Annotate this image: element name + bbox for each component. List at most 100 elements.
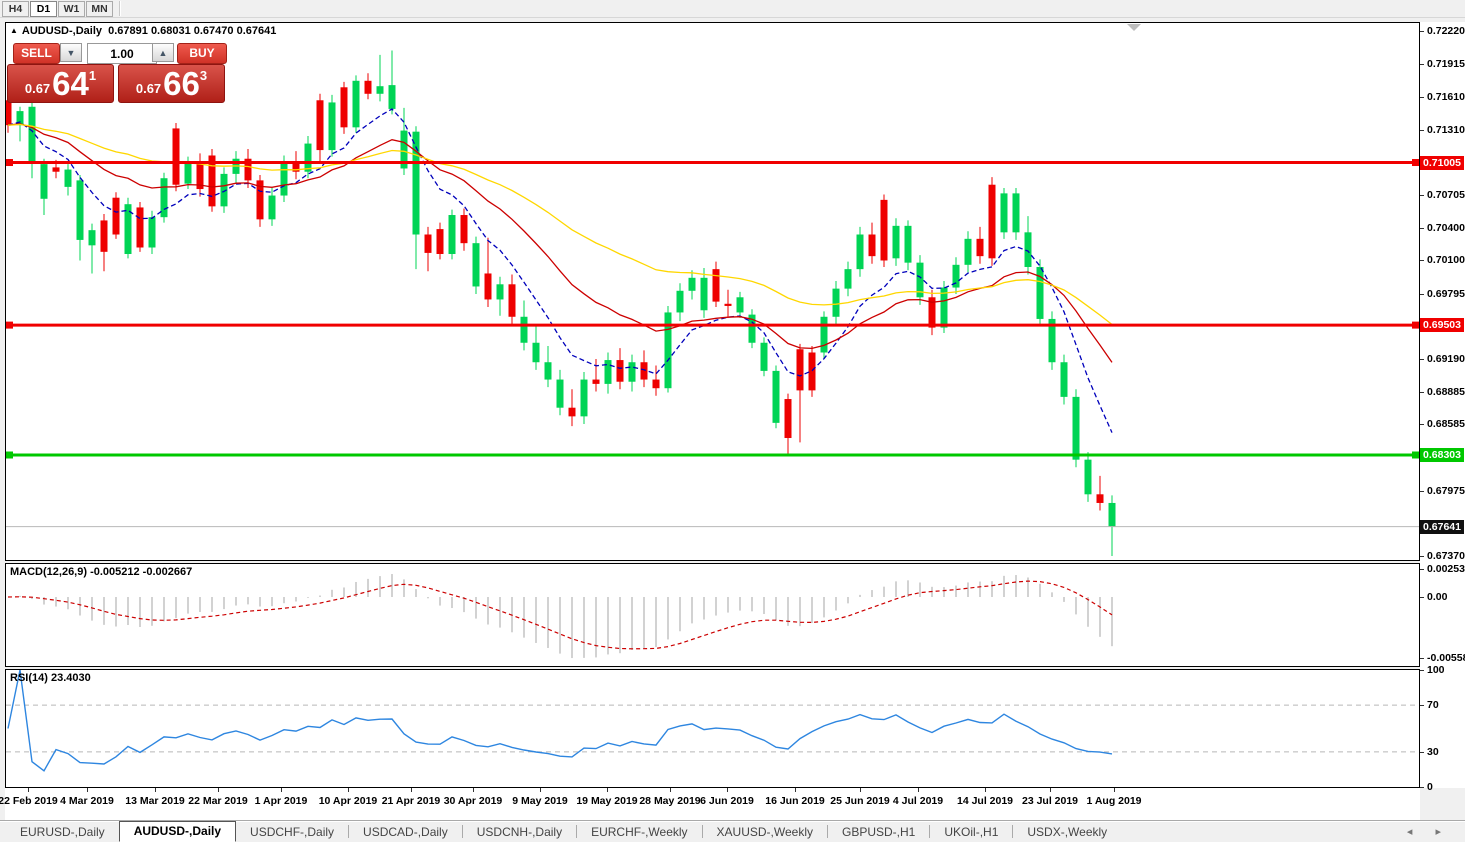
date-label: 14 Jul 2019 (956, 795, 1014, 807)
date-label: 23 Jul 2019 (1021, 795, 1079, 807)
chart-tab-bar: EURUSD-,Daily AUDUSD-,Daily USDCHF-,Daily U… (0, 820, 1465, 842)
symbol-collapse-icon[interactable]: ▲ (10, 26, 18, 35)
chart-tab-xauusd[interactable]: XAUUSD-,Weekly (716, 824, 813, 839)
tick-mark (1420, 787, 1424, 788)
chart-tab-usdchf[interactable]: USDCHF-,Daily (250, 824, 335, 839)
tick-mark (1420, 670, 1424, 671)
date-label: 21 Apr 2019 (381, 795, 441, 807)
line-anchor-icon (1412, 321, 1419, 329)
price-tick: 0.72220 (1420, 25, 1465, 38)
date-tick-mark (28, 788, 29, 792)
date-label: 4 Mar 2019 (60, 795, 114, 807)
rsi-tick: 30 (1420, 746, 1465, 759)
buy-price-big: 66 (163, 64, 200, 102)
chart-ohlc-values: 0.67891 0.68031 0.67470 0.67641 (108, 25, 277, 37)
tick-label: 0.71310 (1427, 123, 1465, 136)
tick-label: 0.70100 (1427, 254, 1465, 267)
date-tick-mark (727, 788, 728, 792)
price-level-badge: 0.68303 (1420, 448, 1464, 462)
chart-tab-audusd[interactable]: AUDUSD-,Daily (118, 821, 237, 842)
chart-tab-ukoil[interactable]: UKOil-,H1 (944, 824, 999, 839)
price-tick: 0.69190 (1420, 353, 1465, 366)
buy-button[interactable]: BUY (177, 43, 227, 64)
rsi-canvas[interactable] (6, 670, 1419, 787)
tick-label: 0.002538 (1427, 563, 1465, 576)
volume-input[interactable] (87, 43, 157, 64)
macd-indicator-panel[interactable] (5, 563, 1420, 667)
tick-label: 70 (1427, 699, 1439, 712)
price-tick: 0.68885 (1420, 386, 1465, 399)
volume-increase-button[interactable]: ▲ (152, 43, 174, 62)
macd-label: MACD(12,26,9) -0.005212 -0.002667 (10, 566, 193, 578)
tick-mark (1420, 569, 1424, 571)
price-tick: 0.71915 (1420, 58, 1465, 71)
tick-mark (1420, 424, 1424, 426)
chart-tab-usdcnh[interactable]: USDCNH-,Daily (476, 824, 563, 839)
tick-label: -0.005581 (1427, 652, 1465, 664)
tick-mark (1420, 392, 1424, 393)
date-tick-mark (411, 788, 412, 792)
tab-separator (1012, 825, 1014, 838)
chart-tab-eurusd[interactable]: EURUSD-,Daily (20, 824, 105, 839)
macd-canvas[interactable] (6, 564, 1419, 666)
price-axis[interactable]: 0.72220 0.71915 0.71610 0.71310 0.70705 0.704… (1420, 22, 1465, 793)
chart-symbol-label: AUDUSD-,Daily (21, 25, 102, 37)
tab-separator (348, 825, 350, 838)
rsi-tick: 70 (1420, 699, 1465, 712)
chart-tab-eurchf[interactable]: EURCHF-,Weekly (591, 824, 688, 839)
price-tick: 0.70400 (1420, 222, 1465, 235)
price-tick: 0.67370 (1420, 550, 1465, 563)
timeframe-button-mn[interactable]: MN (86, 1, 113, 17)
sell-button[interactable]: SELL (13, 43, 60, 64)
tick-mark (1420, 751, 1424, 753)
date-tick-mark (473, 788, 474, 792)
buy-price-pip: 3 (199, 68, 208, 83)
rsi-indicator-panel[interactable] (5, 669, 1420, 788)
date-tick-mark (607, 788, 608, 792)
main-chart-panel[interactable] (5, 22, 1420, 561)
line-anchor-icon (6, 451, 13, 459)
chart-tab-gbpusd[interactable]: GBPUSD-,H1 (842, 824, 916, 839)
timeframe-button-h4[interactable]: H4 (2, 1, 29, 17)
chart-tab-usdx[interactable]: USDX-,Weekly (1027, 824, 1108, 839)
date-label: 25 Jun 2019 (830, 795, 890, 807)
rsi-tick: 100 (1420, 664, 1465, 677)
tick-label: 0.69190 (1427, 352, 1465, 365)
tick-mark (1420, 358, 1424, 360)
line-anchor-icon (1412, 159, 1419, 167)
date-label: 22 Mar 2019 (188, 795, 248, 807)
tick-mark (1420, 31, 1424, 32)
timeframe-button-w1[interactable]: W1 (58, 1, 85, 17)
date-label: 10 Apr 2019 (318, 795, 378, 807)
tick-mark (1420, 597, 1424, 598)
candles-layer (6, 50, 1116, 556)
tab-separator (701, 825, 703, 838)
tick-mark (1420, 705, 1424, 707)
sell-price-big: 64 (52, 64, 89, 102)
tick-mark (1420, 293, 1424, 295)
tab-scroll-arrows[interactable]: ◂ ▸ (1406, 826, 1451, 838)
buy-price-box[interactable]: 0.67 66 3 (118, 64, 225, 103)
sell-price-box[interactable]: 0.67 64 1 (7, 64, 114, 103)
tick-mark (1420, 64, 1424, 65)
price-chart-canvas[interactable] (6, 23, 1419, 560)
tab-separator (461, 825, 463, 838)
tick-label: 0.70400 (1427, 222, 1465, 234)
price-tick: 0.71310 (1420, 124, 1465, 137)
tick-label: 0.68885 (1427, 386, 1465, 398)
date-tick-mark (918, 788, 919, 792)
chart-tab-usdcad[interactable]: USDCAD-,Daily (363, 824, 448, 839)
tick-label: 0.70705 (1427, 188, 1465, 201)
tick-label: 30 (1427, 745, 1439, 758)
date-tick-mark (1050, 788, 1051, 792)
date-label: 1 Aug 2019 (1086, 795, 1142, 807)
chart-title: ▲ AUDUSD-,Daily 0.67891 0.68031 0.67470 0… (10, 25, 276, 37)
time-axis[interactable]: 22 Feb 2019 4 Mar 2019 13 Mar 2019 22 Mar 2… (0, 788, 1420, 820)
date-label: 22 Feb 2019 (0, 795, 58, 807)
tick-mark (1420, 228, 1424, 229)
toolbar-separator (119, 1, 121, 16)
chart-shift-marker-icon[interactable] (1127, 24, 1141, 31)
timeframe-button-d1[interactable]: D1 (30, 1, 57, 17)
tick-mark (1420, 260, 1424, 262)
volume-decrease-button[interactable]: ▼ (60, 43, 82, 62)
